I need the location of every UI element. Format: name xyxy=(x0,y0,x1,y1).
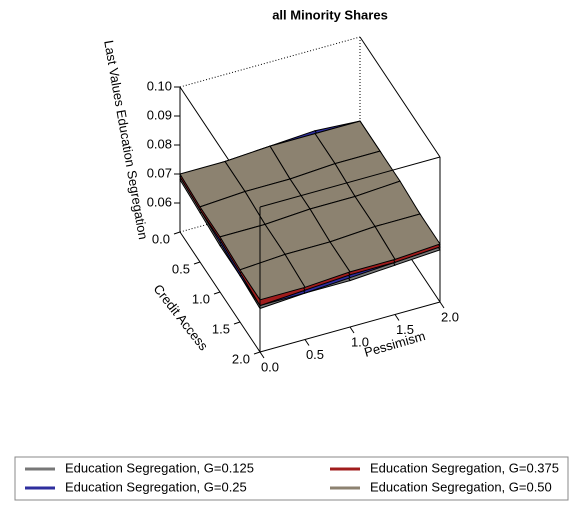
x-tick xyxy=(259,351,265,359)
box-edge xyxy=(179,36,361,88)
z-tick-label: 0.06 xyxy=(147,194,172,209)
x-tick xyxy=(349,326,355,334)
x-tick xyxy=(304,339,310,346)
x-tick-label: 2.0 xyxy=(441,309,459,324)
box-edge xyxy=(259,156,441,208)
x-tick xyxy=(394,314,400,321)
surface-patch xyxy=(239,253,306,301)
x-tick-label: 0.0 xyxy=(261,359,279,374)
z-axis-title: Last Values Education Segregation xyxy=(101,39,151,241)
z-tick-label: 0.07 xyxy=(147,165,172,180)
legend-box xyxy=(14,456,569,501)
legend-label: Education Segregation, G=0.25 xyxy=(65,479,247,494)
chart-title: all Minority Shares xyxy=(272,7,388,22)
x-tick-label: 0.5 xyxy=(306,347,324,362)
y-tick xyxy=(253,351,261,355)
y-tick xyxy=(193,261,201,265)
y-tick-label: 2.0 xyxy=(232,351,250,366)
y-tick-label: 1.5 xyxy=(212,321,230,336)
x-axis-title: Pessimism xyxy=(362,328,427,360)
y-tick-label: 0.5 xyxy=(172,261,190,276)
box-edge xyxy=(359,36,441,158)
z-tick-label: 0.10 xyxy=(147,78,172,93)
x-tick-label: 1.5 xyxy=(396,322,414,337)
y-tick xyxy=(213,291,221,295)
z-tick-label: 0.08 xyxy=(147,136,172,151)
y-tick-label: 0.0 xyxy=(152,231,170,246)
legend-label: Education Segregation, G=0.125 xyxy=(65,460,254,475)
y-tick xyxy=(233,321,241,325)
y-tick xyxy=(173,231,181,235)
x-tick-label: 1.0 xyxy=(351,334,369,349)
y-tick-label: 1.0 xyxy=(192,291,210,306)
z-tick-label: 0.09 xyxy=(147,107,172,122)
legend-label: Education Segregation, G=0.50 xyxy=(370,479,552,494)
legend-label: Education Segregation, G=0.375 xyxy=(370,460,559,475)
x-tick xyxy=(439,301,445,309)
